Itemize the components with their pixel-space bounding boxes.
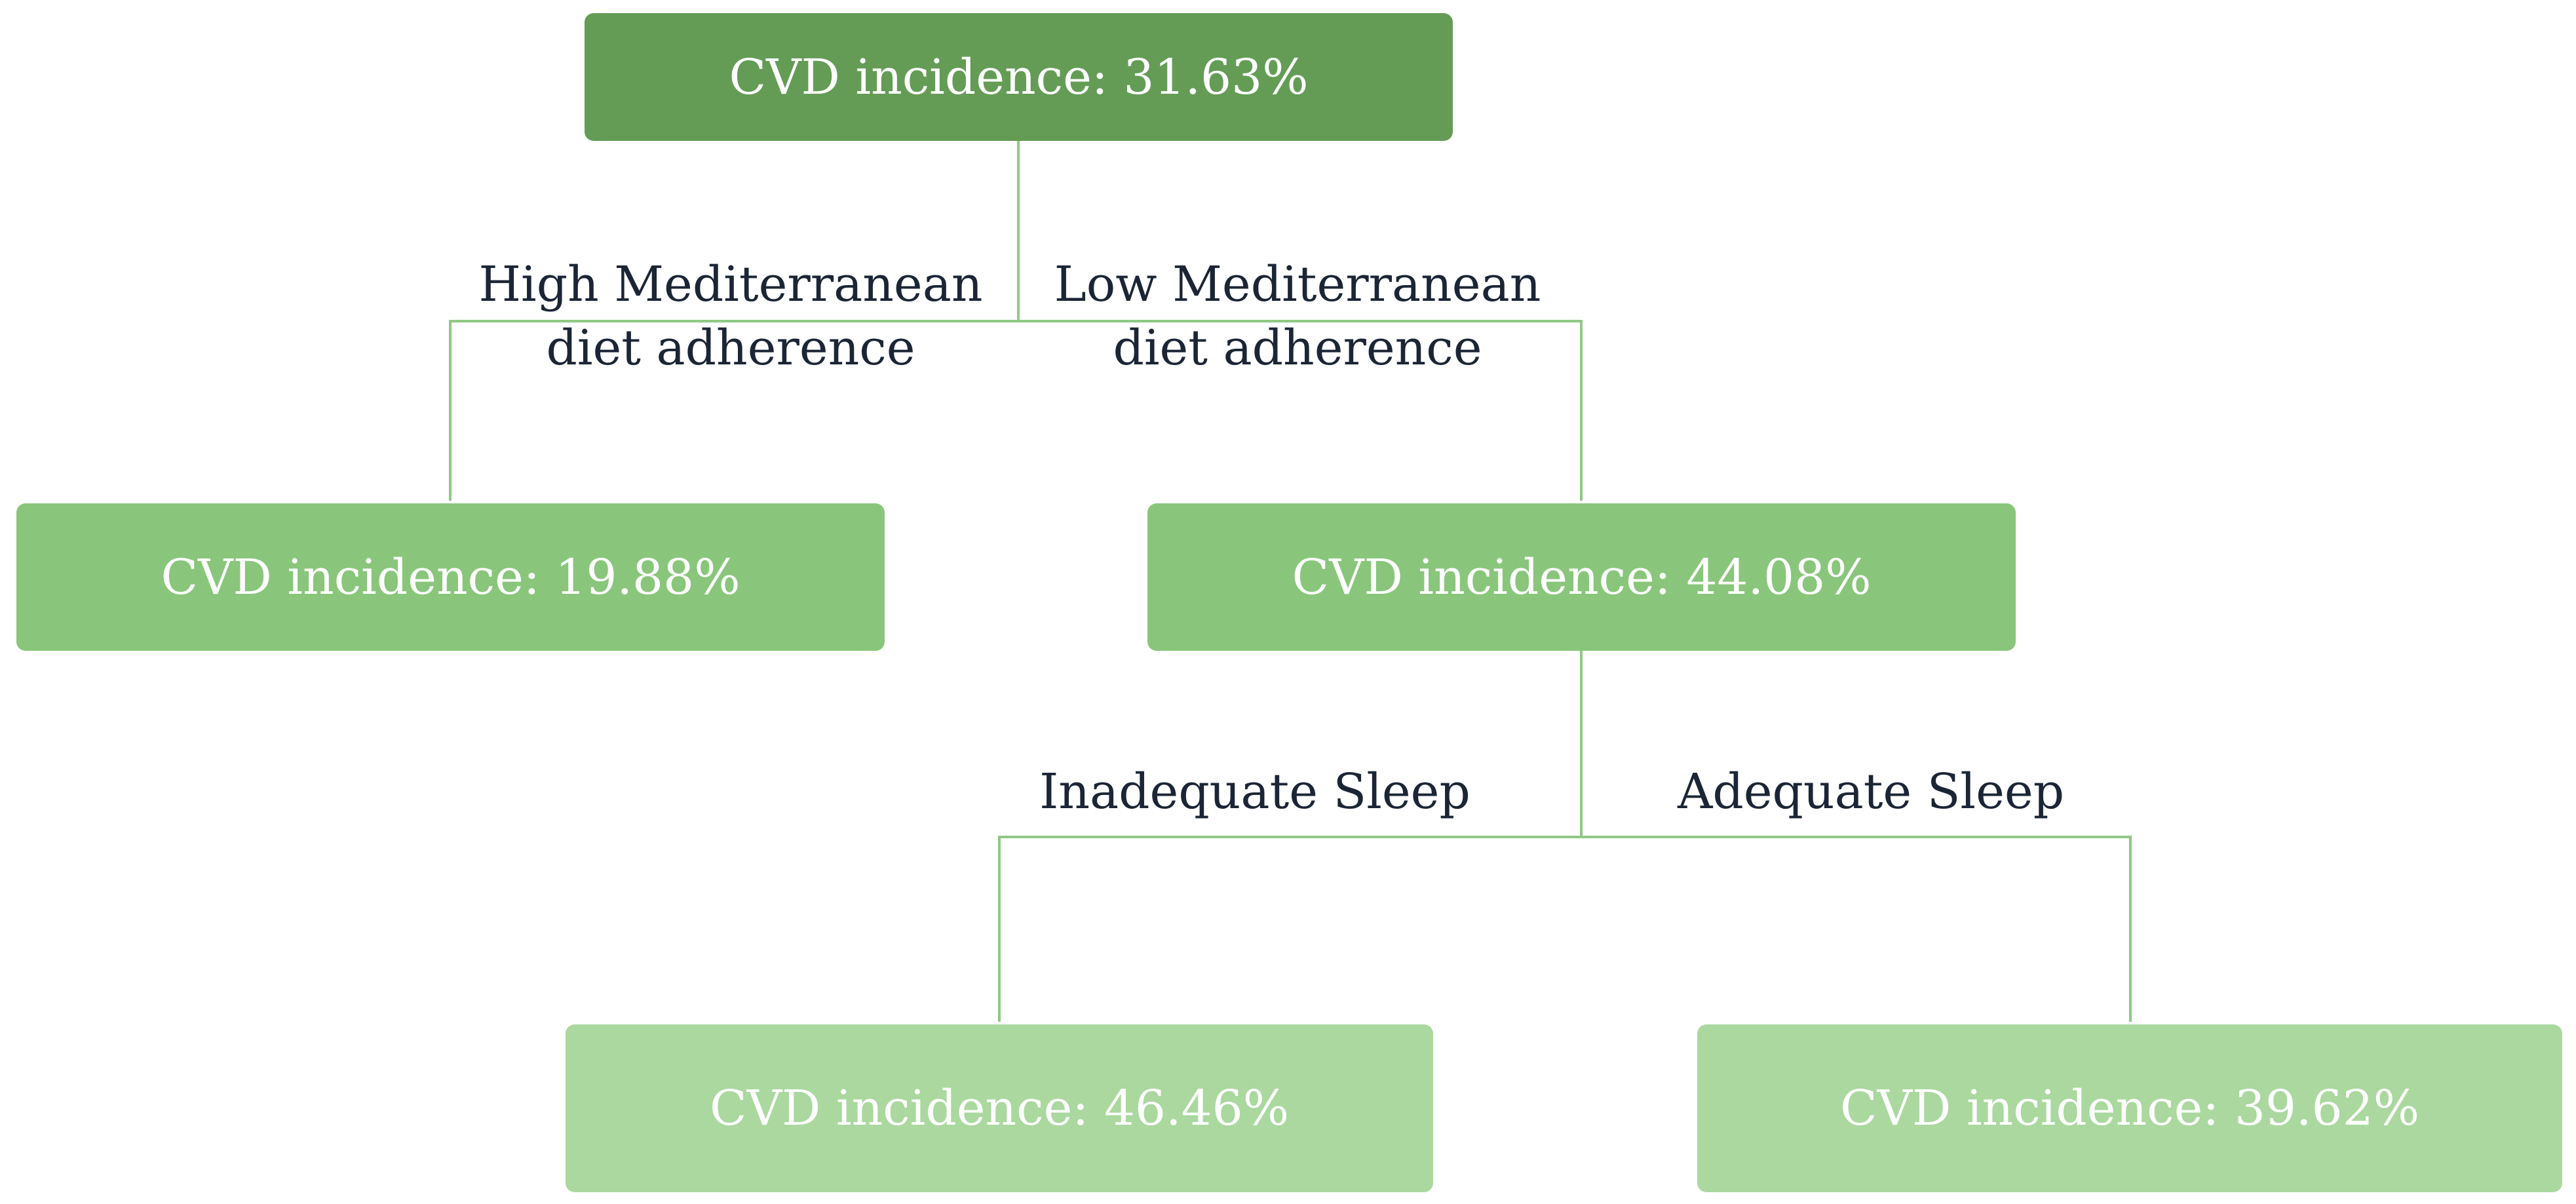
inadequate-sleep-edge-label-text: Inadequate Sleep (1039, 764, 1471, 820)
high-adherence-node: CVD incidence: 19.88% (16, 503, 885, 651)
low-adherence-edge-label-line2: diet adherence (1113, 320, 1482, 376)
adequate-sleep-node: CVD incidence: 39.62% (1697, 1024, 2562, 1192)
low-adherence-node: CVD incidence: 44.08% (1147, 503, 2016, 651)
high-adherence-edge-label: High Mediterranean diet adherence (452, 253, 1009, 380)
root-node: CVD incidence: 31.63% (585, 13, 1453, 141)
high-adherence-node-label: CVD incidence: 19.88% (161, 549, 740, 606)
inadequate-sleep-node-label: CVD incidence: 46.46% (709, 1080, 1290, 1136)
root-node-label: CVD incidence: 31.63% (729, 49, 1309, 106)
adequate-sleep-edge-label-text: Adequate Sleep (1677, 764, 2065, 820)
inadequate-sleep-node: CVD incidence: 46.46% (566, 1024, 1433, 1192)
adequate-sleep-node-label: CVD incidence: 39.62% (1839, 1080, 2420, 1136)
low-adherence-edge-label-line1: Low Mediterranean (1054, 256, 1541, 313)
high-adherence-edge-label-line2: diet adherence (546, 320, 915, 376)
low-adherence-node-label: CVD incidence: 44.08% (1292, 549, 1872, 606)
high-adherence-edge-label-line1: High Mediterranean (478, 256, 983, 313)
adequate-sleep-edge-label: Adequate Sleep (1619, 760, 2123, 824)
inadequate-sleep-edge-label: Inadequate Sleep (983, 760, 1527, 824)
low-adherence-edge-label: Low Mediterranean diet adherence (1019, 253, 1576, 380)
